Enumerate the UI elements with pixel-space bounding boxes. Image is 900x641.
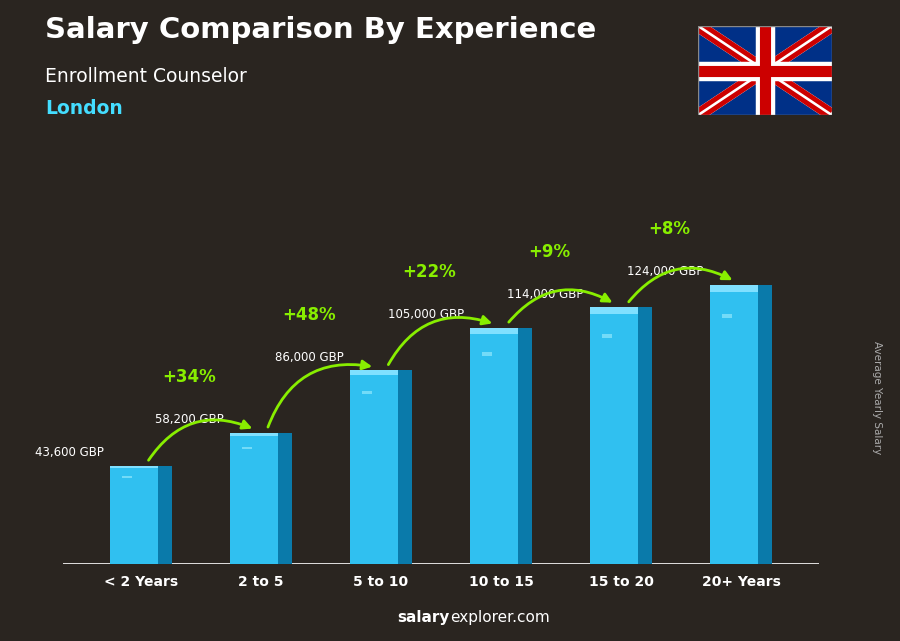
- Bar: [470, 328, 518, 333]
- Bar: [158, 466, 172, 564]
- Bar: [723, 314, 732, 319]
- Text: 124,000 GBP: 124,000 GBP: [627, 265, 704, 278]
- Text: Average Yearly Salary: Average Yearly Salary: [872, 341, 883, 454]
- Text: +22%: +22%: [402, 263, 456, 281]
- Bar: [590, 307, 638, 313]
- Bar: [399, 370, 412, 564]
- Text: Salary Comparison By Experience: Salary Comparison By Experience: [45, 16, 596, 44]
- Text: +34%: +34%: [162, 369, 216, 387]
- Text: 58,200 GBP: 58,200 GBP: [155, 413, 224, 426]
- Text: 43,600 GBP: 43,600 GBP: [35, 446, 104, 459]
- Bar: [278, 433, 293, 564]
- Text: +8%: +8%: [648, 220, 690, 238]
- Bar: [602, 335, 612, 338]
- Text: Enrollment Counselor: Enrollment Counselor: [45, 67, 247, 87]
- Bar: [518, 328, 532, 564]
- Text: +9%: +9%: [528, 243, 570, 261]
- Text: London: London: [45, 99, 122, 119]
- Bar: [590, 307, 638, 564]
- Bar: [122, 476, 131, 478]
- Bar: [482, 353, 491, 356]
- Bar: [242, 447, 252, 449]
- Bar: [110, 466, 158, 564]
- Bar: [759, 285, 772, 564]
- Bar: [638, 307, 652, 564]
- Text: explorer.com: explorer.com: [450, 610, 550, 625]
- Text: salary: salary: [398, 610, 450, 625]
- Text: 86,000 GBP: 86,000 GBP: [275, 351, 344, 363]
- Text: +48%: +48%: [283, 306, 336, 324]
- Bar: [350, 370, 399, 375]
- Text: 105,000 GBP: 105,000 GBP: [388, 308, 464, 321]
- Bar: [470, 328, 518, 564]
- Bar: [710, 285, 759, 564]
- Bar: [710, 285, 759, 292]
- Bar: [350, 370, 399, 564]
- Bar: [230, 433, 278, 564]
- Text: 114,000 GBP: 114,000 GBP: [508, 288, 584, 301]
- Bar: [363, 391, 372, 394]
- Bar: [230, 433, 278, 437]
- Bar: [110, 466, 158, 469]
